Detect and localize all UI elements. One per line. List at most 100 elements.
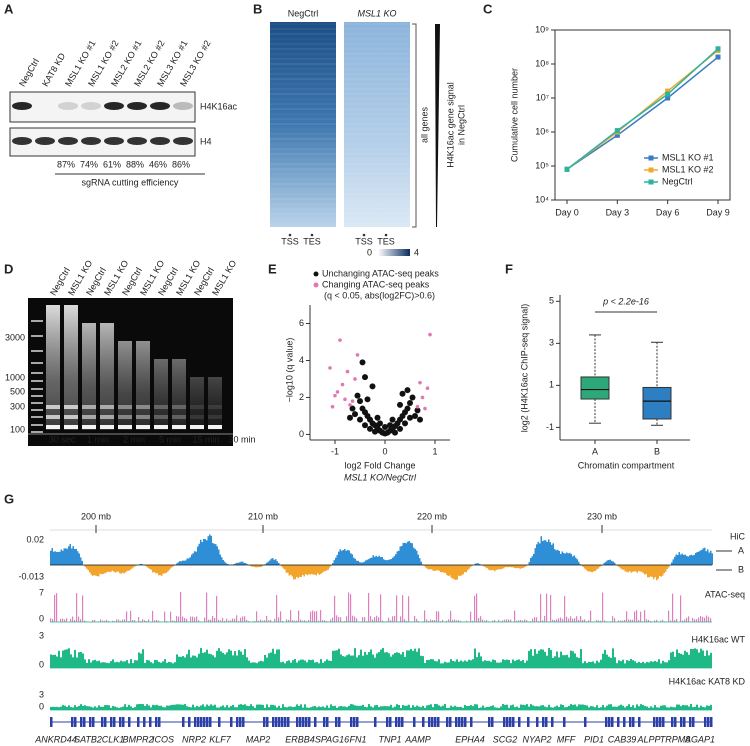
atac-bar [248,620,250,622]
wt-bar [352,655,354,668]
wt-bar [270,652,272,668]
kd-bar [60,706,62,710]
hic-bar [218,549,220,565]
kd-bar [632,705,634,710]
hic-bar [687,556,689,565]
wt-bar [300,659,302,668]
wt-bar [690,648,692,668]
wt-bar [114,662,116,668]
hic-bar [63,548,65,565]
wt-bar [706,650,708,668]
hic-bar [165,565,167,573]
gene-block [119,717,122,727]
atac-bar [458,620,460,622]
lane-label: NegCtrl [17,57,41,88]
atac-bar [158,620,160,622]
wt-bar [50,654,52,668]
hic-bar [512,565,514,568]
hic-bar [459,565,461,577]
kd-bar [402,704,404,710]
atac-bar [694,619,696,622]
hic-bar [371,557,373,565]
wt-bar [52,654,54,668]
wt-bar [710,652,712,668]
atac-bar [538,621,540,622]
hic-bar [414,549,416,565]
hic-bar [159,565,161,576]
atac-bar [184,617,186,622]
wt-bar [388,653,390,668]
atac-bar [526,620,528,622]
hic-bar [395,554,397,565]
wt-bar [318,663,320,668]
kd-bar [462,707,464,710]
hic-bar [660,565,662,577]
atac-bar [570,616,572,622]
kd-bar [178,704,180,710]
panel-label: E [268,261,277,276]
kd-bar [452,706,454,710]
kd-bar [56,706,58,710]
kd-bar [222,705,224,710]
atac-bar [142,619,144,622]
gene-block [110,717,113,727]
atac-bar [518,620,520,622]
x-tick-label: Day 0 [555,207,579,217]
hic-bar [303,565,305,577]
hic-bar [116,565,118,572]
atac-bar [294,620,296,622]
kd-bar [362,704,364,710]
kd-bar [510,705,512,710]
wt-bar [298,660,300,668]
legend-swatch [313,282,319,288]
hic-bar [545,540,547,565]
track-name: H4K16ac WT [691,634,745,644]
kd-bar [330,704,332,710]
atac-bar [144,620,146,622]
wt-bar [638,661,640,668]
wt-bar [490,661,492,668]
side-label: H4K16ac gene signal [445,82,455,168]
kd-bar [130,706,132,710]
atac-bar [386,621,388,622]
gene-block [374,717,377,727]
wt-bar [172,663,174,668]
gene-block [629,717,632,727]
band [104,102,124,110]
atac-bar [480,616,482,622]
ladder-label: 100 [10,424,25,434]
kd-bar [690,704,692,710]
wt-bar [442,663,444,668]
hic-bar [542,541,544,565]
kd-bar [388,706,390,710]
gene-label: CLK1 [102,734,125,744]
kd-bar [246,705,248,710]
hic-bar [185,560,187,565]
wt-bar [636,662,638,668]
hic-bar [356,560,358,565]
kd-bar [276,707,278,710]
gene-block [287,717,290,727]
point [348,403,352,407]
kd-bar [374,705,376,710]
hic-bar [518,565,520,569]
gene-label: MAP2 [246,734,271,744]
point [428,332,432,337]
kd-bar [270,704,272,710]
wt-bar [630,659,632,668]
wt-bar [128,663,130,668]
gene-block [542,717,545,727]
wt-bar [410,649,412,668]
atac-bar [174,620,176,622]
gene-block [209,717,212,727]
atac-bar [350,594,352,622]
wt-bar [540,649,542,668]
hic-bar [648,565,650,578]
compartment-label: B [738,564,744,574]
wt-bar [640,662,642,668]
wt-bar [492,659,494,668]
hic-bar [696,552,698,565]
y-tick-label: 5 [549,296,554,306]
kd-bar [122,706,124,710]
hic-bar [404,542,406,565]
